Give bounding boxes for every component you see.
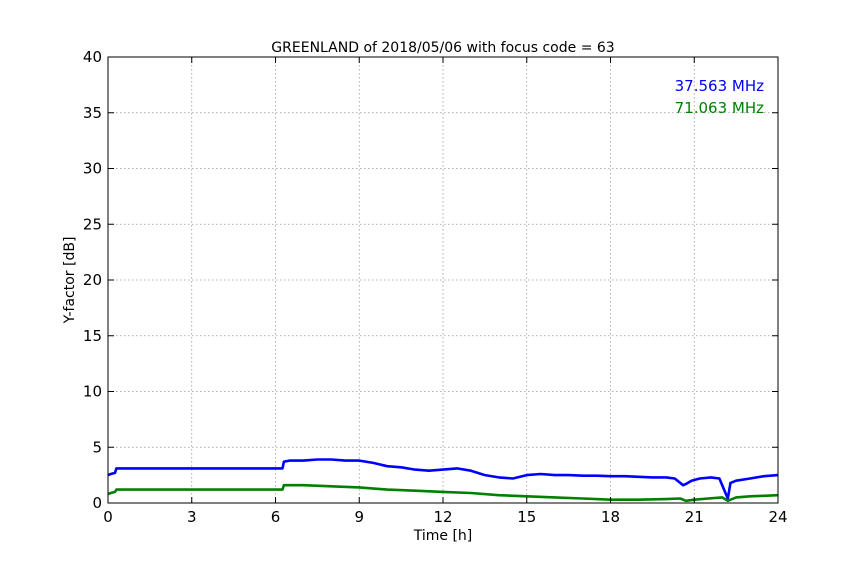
x-tick-label: 3	[187, 508, 197, 526]
x-tick-label: 18	[601, 508, 620, 526]
series-line-1	[107, 458, 779, 500]
x-tick-label: 24	[768, 508, 787, 526]
chart-title: GREENLAND of 2018/05/06 with focus code …	[271, 40, 614, 56]
x-tick-label: 0	[103, 508, 113, 526]
x-axis-label: Time [h]	[413, 528, 473, 544]
x-tick-label: 6	[271, 508, 281, 526]
series-line-2	[107, 483, 779, 503]
legend-entry-series-2: 71.063 MHz	[675, 99, 764, 117]
legend-entry-series-1: 37.563 MHz	[675, 77, 764, 95]
x-tick-label: 12	[433, 508, 452, 526]
y-tick-label: 30	[83, 160, 102, 178]
y-tick-label: 15	[83, 327, 102, 345]
y-tick-label: 10	[83, 383, 102, 401]
axis-ticks: 0 3 6 9 12 15 18 21 24 0 5 10 15 20 25 30 35 40	[83, 48, 788, 526]
y-tick-label: 25	[83, 215, 102, 233]
y-tick-label: 0	[92, 494, 102, 512]
y-tick-label: 20	[83, 271, 102, 289]
y-axis-label: Y-factor [dB]	[62, 237, 78, 325]
x-tick-label: 21	[685, 508, 704, 526]
y-tick-label: 5	[92, 438, 102, 456]
x-tick-label: 15	[517, 508, 536, 526]
x-tick-label: 9	[354, 508, 364, 526]
y-tick-label: 40	[83, 48, 102, 66]
y-tick-label: 35	[83, 104, 102, 122]
series-layer	[107, 458, 779, 503]
